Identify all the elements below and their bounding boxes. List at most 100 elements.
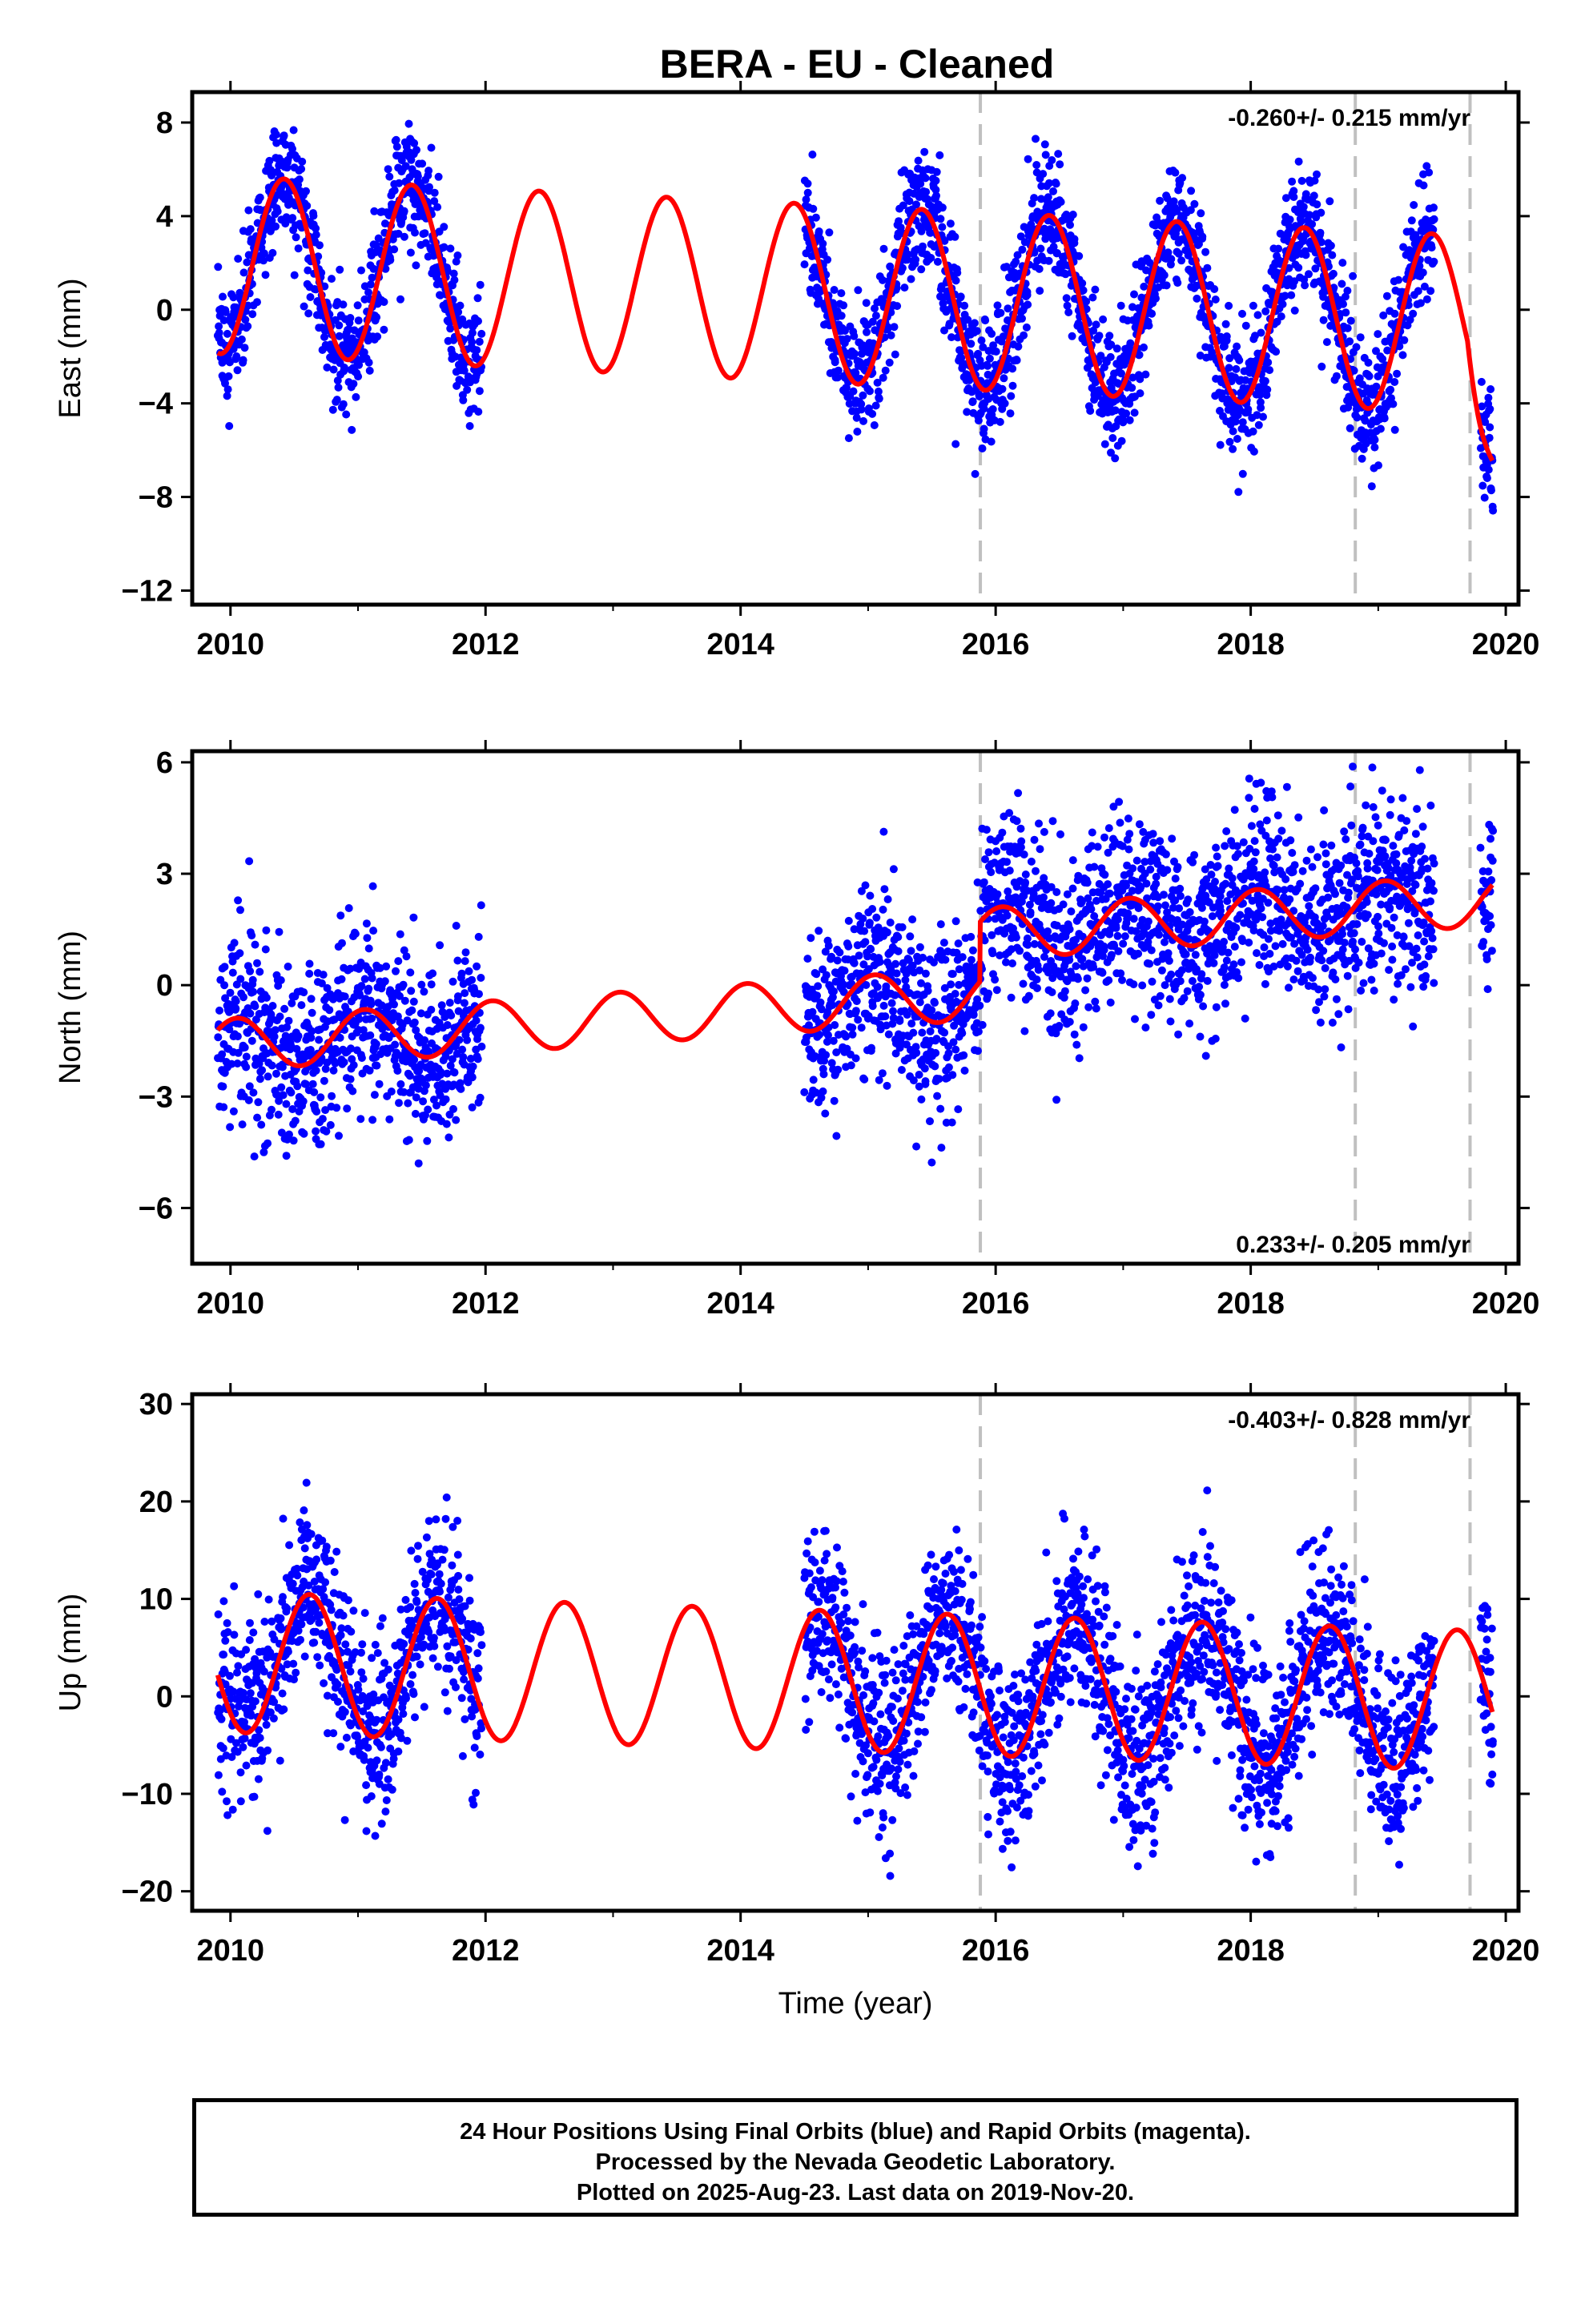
east-data-point bbox=[1317, 362, 1326, 371]
north-data-point bbox=[343, 1104, 352, 1113]
east-data-point bbox=[1425, 168, 1434, 177]
east-data-point bbox=[1383, 346, 1392, 355]
north-data-point bbox=[250, 1152, 259, 1161]
north-data-point bbox=[1056, 830, 1064, 838]
east-data-point bbox=[1486, 385, 1495, 393]
east-data-point bbox=[1261, 307, 1270, 316]
east-data-point bbox=[1040, 140, 1049, 149]
north-data-point bbox=[894, 933, 903, 942]
north-data-point bbox=[1220, 938, 1229, 946]
east-data-point bbox=[349, 380, 358, 388]
east-data-point bbox=[1174, 249, 1183, 258]
east-data-point bbox=[1078, 279, 1087, 287]
north-data-point bbox=[412, 1093, 420, 1102]
east-x-tick-label: 2014 bbox=[706, 628, 774, 661]
north-data-point bbox=[1269, 845, 1277, 854]
north-data-point bbox=[452, 922, 461, 930]
north-data-point bbox=[1047, 883, 1056, 891]
north-data-point bbox=[301, 1080, 310, 1088]
north-data-point bbox=[1072, 962, 1080, 971]
east-data-point bbox=[1234, 488, 1243, 497]
east-data-point bbox=[303, 202, 312, 210]
north-data-point bbox=[1143, 894, 1152, 903]
north-data-point bbox=[1030, 939, 1039, 948]
north-data-point bbox=[915, 1071, 923, 1079]
east-data-point bbox=[225, 422, 234, 430]
north-data-point bbox=[1300, 976, 1309, 985]
east-data-point bbox=[1006, 409, 1015, 418]
north-data-point bbox=[364, 944, 373, 953]
north-data-point bbox=[396, 1080, 405, 1088]
north-data-point bbox=[909, 1076, 918, 1085]
east-data-point bbox=[255, 193, 264, 202]
north-data-point bbox=[847, 1061, 855, 1070]
north-data-point bbox=[1329, 968, 1338, 977]
north-data-point bbox=[812, 970, 821, 979]
east-data-point bbox=[1140, 282, 1148, 291]
north-data-point bbox=[1303, 945, 1312, 954]
north-data-point bbox=[436, 1068, 445, 1077]
north-data-point bbox=[272, 1069, 280, 1078]
east-data-point bbox=[465, 422, 474, 430]
east-data-point bbox=[1187, 187, 1196, 195]
east-data-point bbox=[871, 304, 879, 313]
east-data-point bbox=[967, 340, 976, 348]
north-data-point bbox=[1190, 850, 1199, 859]
north-data-point bbox=[1274, 834, 1283, 843]
east-data-point bbox=[931, 176, 940, 185]
north-data-point bbox=[888, 1019, 897, 1028]
east-data-point bbox=[920, 147, 929, 156]
north-data-point bbox=[1098, 968, 1107, 977]
north-data-point bbox=[813, 991, 822, 1000]
north-data-point bbox=[1152, 872, 1161, 881]
north-data-point bbox=[1200, 917, 1209, 926]
north-data-point bbox=[1023, 934, 1032, 943]
east-data-point bbox=[935, 151, 944, 159]
north-data-point bbox=[366, 1031, 375, 1039]
north-data-point bbox=[1055, 1022, 1064, 1030]
north-data-point bbox=[950, 1021, 959, 1030]
east-data-point bbox=[232, 352, 241, 360]
north-data-point bbox=[1313, 853, 1321, 862]
north-data-point bbox=[1177, 966, 1186, 975]
north-data-point bbox=[855, 951, 863, 960]
east-data-point bbox=[295, 175, 304, 183]
north-data-point bbox=[864, 1011, 873, 1020]
north-data-point bbox=[1171, 896, 1180, 905]
north-data-point bbox=[1020, 1027, 1029, 1035]
north-data-point bbox=[299, 1097, 308, 1106]
east-data-point bbox=[390, 245, 399, 254]
north-data-point bbox=[1063, 890, 1072, 899]
east-data-point bbox=[302, 187, 310, 195]
north-data-point bbox=[316, 1093, 325, 1102]
east-data-point bbox=[996, 308, 1005, 317]
north-data-point bbox=[318, 1115, 327, 1124]
north-data-point bbox=[1068, 856, 1077, 865]
east-data-point bbox=[1485, 433, 1494, 442]
east-data-point bbox=[1178, 174, 1187, 183]
north-data-point bbox=[437, 1001, 446, 1010]
east-data-point bbox=[372, 313, 381, 322]
east-data-point bbox=[866, 387, 874, 396]
east-data-point bbox=[831, 358, 839, 367]
east-data-point bbox=[977, 336, 986, 345]
east-data-point bbox=[972, 327, 981, 336]
north-data-point bbox=[1250, 805, 1259, 813]
east-data-point bbox=[895, 217, 903, 226]
east-data-point bbox=[335, 321, 344, 330]
north-data-point bbox=[1079, 1023, 1088, 1031]
north-data-point bbox=[1090, 862, 1099, 871]
north-data-point bbox=[251, 940, 259, 949]
north-data-point bbox=[1165, 956, 1173, 965]
north-data-point bbox=[831, 1021, 839, 1029]
north-data-point bbox=[993, 890, 1002, 899]
east-data-point bbox=[1254, 420, 1263, 429]
east-data-point bbox=[989, 341, 998, 350]
east-data-point bbox=[440, 223, 449, 231]
east-data-point bbox=[1328, 251, 1337, 259]
north-data-point bbox=[1089, 963, 1098, 971]
north-data-point bbox=[839, 987, 848, 996]
north-data-point bbox=[1059, 900, 1068, 909]
north-data-point bbox=[1290, 939, 1299, 948]
east-data-point bbox=[407, 155, 416, 164]
